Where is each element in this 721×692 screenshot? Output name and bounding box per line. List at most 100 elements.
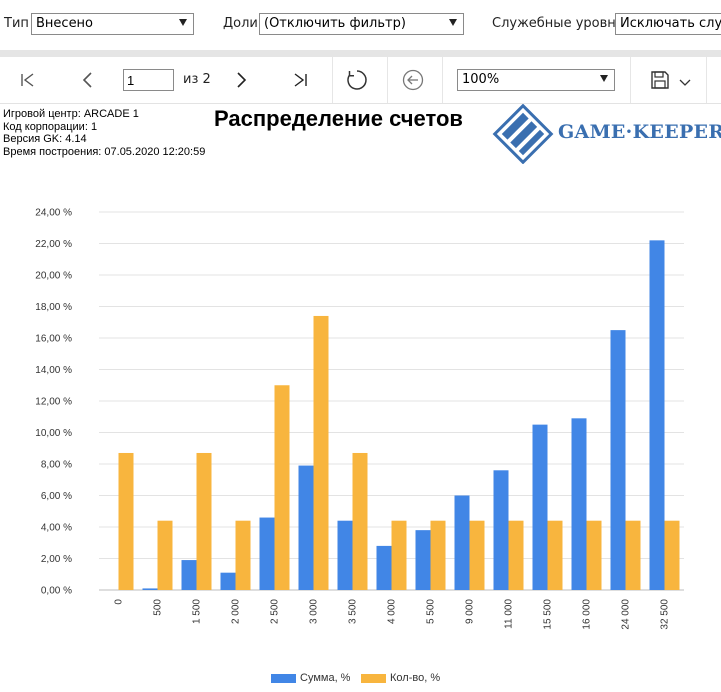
x-tick-label: 32 500 xyxy=(660,599,671,630)
logo-text: GAME·KEEPER xyxy=(558,121,721,143)
first-page-icon xyxy=(21,73,34,87)
bar-sum xyxy=(298,465,314,590)
legend-label: Кол-во, % xyxy=(390,672,441,684)
first-page-button[interactable] xyxy=(10,57,46,103)
bar-count xyxy=(274,385,290,590)
shares-label: Доли xyxy=(223,16,258,31)
y-tick-label: 10,00 % xyxy=(35,428,72,439)
previous-page-button[interactable] xyxy=(70,57,106,103)
report-title: Распределение счетов xyxy=(214,106,463,131)
page-total: из 2 xyxy=(183,72,211,87)
type-select-value: Внесено xyxy=(36,16,94,31)
toolbar-separator xyxy=(387,57,388,103)
bar-sum xyxy=(337,520,353,590)
legend-swatch xyxy=(361,673,386,683)
y-axis-ticks: 0,00 % 2,00 % 4,00 % 6,00 % 8,00 % 10,00 % 12,… xyxy=(35,208,72,597)
y-tick-label: 6,00 % xyxy=(41,491,72,502)
chevron-right-icon xyxy=(237,72,247,88)
chevron-down-icon xyxy=(679,79,691,86)
y-tick-label: 24,00 % xyxy=(35,208,72,219)
bar-count xyxy=(391,520,407,590)
y-tick-label: 14,00 % xyxy=(35,365,72,376)
bar-count xyxy=(157,520,173,590)
x-tick-label: 1 500 xyxy=(192,599,203,624)
x-tick-label: 4 000 xyxy=(387,599,398,624)
x-axis-ticks: 0 500 1 500 2 000 2 500 3 000 3 500 4 000 5 500 9… xyxy=(114,599,671,630)
service-levels-select-value: Исключать служ xyxy=(620,16,721,31)
type-select[interactable]: Внесено xyxy=(31,13,194,35)
divider-band xyxy=(0,50,721,57)
info-game-center: Игровой центр: ARCADE 1 xyxy=(3,108,139,120)
zoom-select[interactable]: 100% xyxy=(457,69,615,91)
bar-sum xyxy=(220,572,236,590)
filter-bar: Тип Внесено Доли (Отключить фильтр) Служ… xyxy=(0,0,721,50)
bar-sum xyxy=(376,545,392,590)
x-tick-label: 2 000 xyxy=(231,599,242,624)
refresh-icon xyxy=(347,70,367,90)
last-page-icon xyxy=(294,73,307,87)
toolbar-separator xyxy=(442,57,443,103)
type-label: Тип xyxy=(4,16,29,31)
x-tick-label: 9 000 xyxy=(465,599,476,624)
y-tick-label: 12,00 % xyxy=(35,397,72,408)
bar-count xyxy=(664,520,680,590)
x-tick-label: 3 000 xyxy=(309,599,320,624)
refresh-button[interactable] xyxy=(339,57,375,103)
page-number-input[interactable] xyxy=(123,69,174,91)
zoom-value: 100% xyxy=(462,72,500,87)
bar-sum xyxy=(610,330,626,590)
shares-select[interactable]: (Отключить фильтр) xyxy=(259,13,464,35)
y-tick-label: 4,00 % xyxy=(41,523,72,534)
legend-swatch xyxy=(271,673,296,683)
back-arrow-icon xyxy=(402,69,424,91)
floppy-disk-icon xyxy=(651,71,669,89)
y-tick-label: 18,00 % xyxy=(35,302,72,313)
chevron-left-icon xyxy=(82,72,92,88)
bar-sum xyxy=(571,418,587,590)
bar-sum xyxy=(259,517,275,590)
x-tick-label: 500 xyxy=(153,599,164,616)
bar-sum xyxy=(493,470,509,590)
save-menu-button[interactable] xyxy=(646,57,696,103)
bar-count xyxy=(586,520,602,590)
back-button[interactable] xyxy=(395,57,431,103)
bar-count xyxy=(235,520,251,590)
info-build-time: Время построения: 07.05.2020 12:20:59 xyxy=(3,145,206,158)
toolbar-separator xyxy=(706,57,707,103)
info-corporation-code: Код корпорации: 1 xyxy=(3,120,98,133)
bar-sum xyxy=(415,530,431,590)
bar-count xyxy=(508,520,524,590)
report-toolbar: из 2 100% xyxy=(0,57,721,104)
chart-legend: Сумма, % Кол-во, % xyxy=(0,672,721,688)
y-tick-label: 2,00 % xyxy=(41,554,72,565)
info-gk-version: Версия GK: 4.14 xyxy=(3,133,87,145)
bar-count xyxy=(625,520,641,590)
bar-sum xyxy=(181,560,197,590)
service-levels-label: Служебные уровни xyxy=(492,16,625,31)
bar-sum xyxy=(532,424,548,590)
x-tick-label: 15 500 xyxy=(543,599,554,630)
y-tick-label: 0,00 % xyxy=(41,586,72,597)
x-tick-label: 5 500 xyxy=(426,599,437,624)
next-page-button[interactable] xyxy=(223,57,259,103)
logo-diamond-icon xyxy=(492,104,554,164)
bar-count xyxy=(313,315,329,590)
y-tick-label: 8,00 % xyxy=(41,460,72,471)
bar-chart: 0,00 % 2,00 % 4,00 % 6,00 % 8,00 % 10,00 % 12,… xyxy=(35,208,684,630)
x-tick-label: 0 xyxy=(114,599,125,605)
legend-label: Сумма, % xyxy=(300,672,351,684)
bar-count xyxy=(118,452,134,590)
shares-select-value: (Отключить фильтр) xyxy=(264,16,406,31)
legend-item-sum: Сумма, % xyxy=(271,672,350,684)
x-tick-label: 16 000 xyxy=(582,599,593,630)
service-levels-select[interactable]: Исключать служ xyxy=(615,13,721,35)
toolbar-separator xyxy=(630,57,631,103)
bar-sum xyxy=(454,495,470,590)
x-tick-label: 3 500 xyxy=(348,599,359,624)
last-page-button[interactable] xyxy=(282,57,318,103)
bar-sum xyxy=(649,240,665,590)
report-info: Игровой центр: ARCADE 1 Код корпорации: … xyxy=(3,108,205,158)
y-tick-label: 16,00 % xyxy=(35,334,72,345)
legend-item-count: Кол-во, % xyxy=(361,672,440,684)
x-tick-label: 24 000 xyxy=(621,599,632,630)
